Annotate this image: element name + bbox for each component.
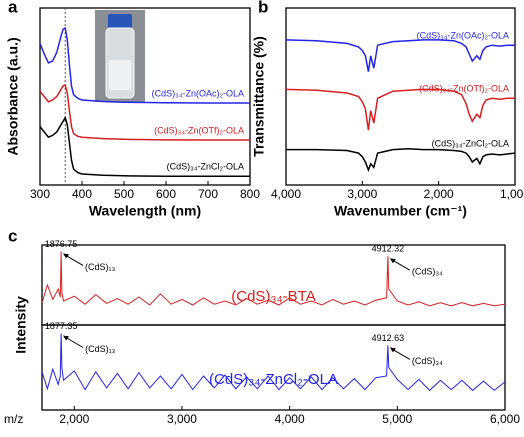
x-tick-label: 2,000 (59, 412, 89, 426)
inset-photo (95, 10, 145, 102)
x-axis-label: m/z (4, 412, 23, 426)
x-tick-label: 2,000 (424, 187, 454, 201)
y-axis-label: Absorbance (a.u.) (5, 37, 21, 155)
x-tick-label: 3,000 (347, 187, 377, 201)
peak-ion: (CdS)₃₄ (412, 356, 443, 366)
series-line (285, 88, 515, 131)
x-tick-label: 600 (156, 187, 176, 201)
x-tick-label: 6,000 (490, 412, 520, 426)
series-label: (CdS)₃₄-ZnCl₂-OLA (167, 162, 244, 172)
y-axis-label: Transmittance (%) (251, 36, 267, 157)
series-line (39, 83, 250, 141)
peak-ion: (CdS)₃₄ (412, 267, 443, 277)
peak-mz: 4912.32 (372, 244, 405, 254)
series-label: (CdS)₃₄-BTA (231, 288, 315, 305)
panel-label: a (8, 0, 18, 16)
x-tick-label: 4,000 (271, 187, 301, 201)
panel-label: c (8, 226, 17, 245)
x-tick-label: 1,000 (500, 187, 524, 201)
series-label: (CdS)₃₄-Zn(OAc)₂-OLA (417, 31, 509, 41)
peak-mz: 1876.75 (45, 239, 78, 249)
series-line (41, 251, 506, 307)
series-line (39, 115, 250, 177)
x-axis-label: Wavenumber (cm⁻¹) (334, 203, 467, 219)
peak-ion: (CdS)₁₃ (85, 344, 116, 354)
x-tick-label: 500 (114, 187, 134, 201)
series-label: (CdS)₃₄-Zn(OAc)₂-OLA (152, 88, 244, 98)
arrow-head (63, 253, 70, 259)
x-tick-label: 300 (30, 187, 50, 201)
series-label: (CdS)₃₄-Zn(OTf)₂-OLA (419, 84, 509, 94)
arrow-head (389, 347, 396, 353)
peak-mz: 1877.35 (45, 321, 78, 331)
series-label: (CdS)₃₄-Zn(OTf)₂-OLA (154, 125, 244, 135)
x-tick-label: 3,000 (167, 412, 197, 426)
series-line (41, 333, 506, 392)
x-tick-label: 800 (240, 187, 260, 201)
x-tick-label: 700 (198, 187, 218, 201)
y-axis-label: Intensity (13, 296, 29, 354)
plot-frame (41, 244, 506, 326)
panel-label: b (258, 0, 268, 16)
series-line (39, 26, 250, 104)
peak-ion: (CdS)₁₃ (85, 262, 116, 272)
plot-frame (285, 7, 516, 186)
peak-mz: 4912.63 (372, 333, 405, 343)
plot-frame (39, 7, 251, 186)
series-label: (CdS)₃₄-ZnCl₂-OLA (432, 139, 509, 149)
x-tick-label: 4,000 (275, 412, 305, 426)
arrow-head (389, 258, 396, 264)
plot-frame (41, 324, 506, 411)
arrow-head (63, 335, 70, 341)
x-tick-label: 5,000 (382, 412, 412, 426)
series-label: (CdS)₃₄-ZnCl₂-OLA (209, 371, 338, 388)
series-line (286, 147, 516, 173)
x-axis-label: Wavelength (nm) (89, 203, 201, 219)
series-line (285, 39, 515, 72)
x-tick-label: 400 (72, 187, 92, 201)
